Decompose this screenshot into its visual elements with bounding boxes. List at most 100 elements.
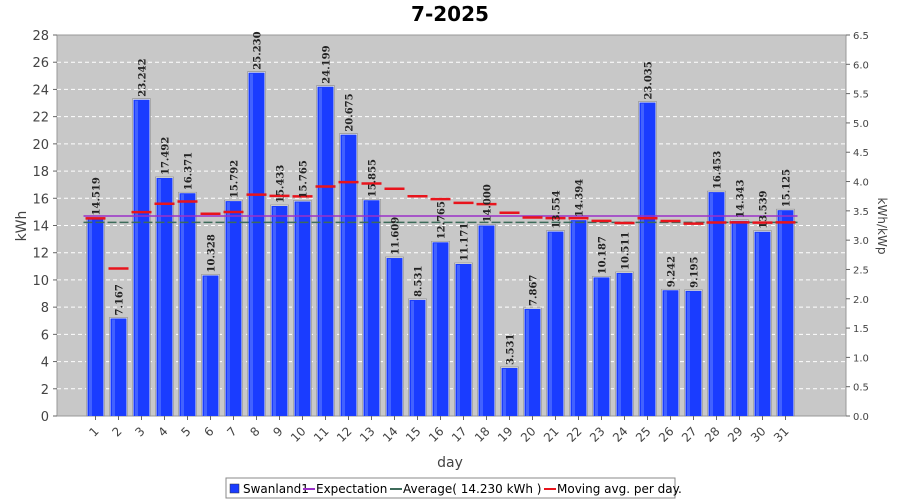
x-tick-label: 28 bbox=[702, 424, 723, 445]
grid-lines bbox=[57, 61, 846, 390]
y-tick-label: 8 bbox=[41, 301, 49, 316]
x-tick-label: 15 bbox=[403, 424, 424, 445]
bar-highlight bbox=[664, 291, 667, 416]
y2-tick-label: 6.5 bbox=[853, 31, 869, 42]
bar-highlight bbox=[641, 103, 644, 417]
legend-items: Swanland1 Expectation Average( 14.230 kWh … bbox=[229, 482, 682, 496]
data-label: 7.867 bbox=[529, 275, 540, 306]
data-label: 9.195 bbox=[690, 257, 701, 288]
x-tick-label: 20 bbox=[518, 424, 539, 445]
bar-highlight bbox=[319, 87, 322, 416]
y-tick-label: 16 bbox=[32, 192, 49, 207]
data-label: 11.609 bbox=[391, 217, 402, 255]
y2-axis-label: kWh/kWp bbox=[875, 198, 889, 255]
legend-label: Expectation bbox=[316, 482, 387, 496]
data-label: 8.531 bbox=[414, 266, 425, 297]
bar-highlight bbox=[158, 178, 161, 416]
y-tick-label: 20 bbox=[32, 138, 49, 153]
bar-highlight bbox=[756, 232, 759, 416]
legend-label: Average( 14.230 kWh ) bbox=[403, 482, 542, 496]
bar-highlight bbox=[365, 201, 368, 416]
x-tick-label: 29 bbox=[725, 424, 746, 445]
y-tick-label: 10 bbox=[32, 274, 49, 289]
y2-tick-label: 4.5 bbox=[853, 148, 869, 159]
data-label: 10.511 bbox=[621, 232, 632, 270]
y-tick-label: 12 bbox=[32, 247, 49, 262]
y-tick-label: 14 bbox=[32, 220, 49, 235]
chart-title: 7-2025 bbox=[411, 2, 489, 26]
x-tick-label: 24 bbox=[610, 424, 631, 445]
bar-highlight bbox=[572, 221, 575, 416]
x-tick-label: 22 bbox=[564, 424, 585, 445]
data-label: 16.371 bbox=[184, 152, 195, 190]
bar-highlight bbox=[595, 278, 598, 416]
y2-tick-label: 2.0 bbox=[853, 295, 869, 306]
bar-highlight bbox=[273, 207, 276, 416]
bar-highlight bbox=[204, 276, 207, 416]
x-tick-label: 21 bbox=[541, 424, 562, 445]
y2-tick-label: 3.0 bbox=[853, 236, 869, 247]
data-label: 14.000 bbox=[483, 184, 494, 222]
y2-tick-label: 3.5 bbox=[853, 207, 869, 218]
x-tick-label: 14 bbox=[380, 424, 401, 445]
x-axis-label: day bbox=[437, 455, 463, 471]
y2-tick-label: 2.5 bbox=[853, 265, 869, 276]
bar-highlight bbox=[89, 219, 92, 416]
data-label: 13.539 bbox=[759, 190, 770, 228]
y2-tick-label: 6.0 bbox=[853, 60, 869, 71]
x-tick-label: 2 bbox=[109, 424, 124, 439]
data-label: 13.554 bbox=[552, 190, 563, 228]
bar-highlight bbox=[112, 319, 115, 416]
bar-highlight bbox=[434, 243, 437, 416]
x-tick-label: 13 bbox=[357, 424, 378, 445]
y-tick-label: 2 bbox=[41, 383, 49, 398]
y2-tick-label: 4.0 bbox=[853, 178, 869, 189]
y2-tick-label: 1.5 bbox=[853, 324, 869, 335]
x-tick-label: 10 bbox=[288, 424, 309, 445]
bar-highlight bbox=[710, 193, 713, 416]
data-label: 10.328 bbox=[207, 234, 218, 272]
x-tick-label: 6 bbox=[201, 424, 216, 439]
data-label: 7.167 bbox=[115, 284, 126, 315]
data-label: 10.187 bbox=[598, 236, 609, 274]
x-tick-label: 31 bbox=[771, 424, 792, 445]
bar-highlight bbox=[503, 368, 506, 416]
data-label: 12.765 bbox=[437, 201, 448, 239]
data-label: 15.792 bbox=[230, 160, 241, 198]
x-tick-label: 11 bbox=[311, 424, 332, 445]
data-labels: 14.519 7.167 23.242 17.492 16.371 10.328 15.79… bbox=[92, 31, 793, 365]
y-tick-label: 6 bbox=[41, 328, 49, 343]
data-label: 15.765 bbox=[299, 160, 310, 198]
x-tick-label: 16 bbox=[426, 424, 447, 445]
data-label: 14.343 bbox=[736, 180, 747, 218]
bar-highlight bbox=[181, 194, 184, 416]
x-tick-label: 5 bbox=[178, 424, 193, 439]
legend-swatch bbox=[229, 483, 240, 494]
y2-tick-label: 1.0 bbox=[853, 353, 869, 364]
bar-highlight bbox=[250, 73, 253, 417]
data-label: 14.394 bbox=[575, 179, 586, 217]
y-tick-label: 24 bbox=[32, 83, 49, 98]
y2-tick-label: 0.0 bbox=[853, 412, 869, 423]
legend-label: Swanland1 bbox=[243, 482, 309, 496]
x-tick-label: 4 bbox=[155, 424, 170, 439]
x-tick-label: 18 bbox=[472, 424, 493, 445]
data-label: 15.125 bbox=[782, 169, 793, 207]
x-tick-label: 19 bbox=[495, 424, 516, 445]
y-tick-label: 4 bbox=[41, 356, 49, 371]
bar-highlight bbox=[457, 264, 460, 416]
bar-highlight bbox=[687, 291, 690, 416]
bar-highlight bbox=[411, 300, 414, 416]
y-tick-label: 28 bbox=[32, 29, 49, 44]
x-tick-label: 9 bbox=[270, 424, 285, 439]
bar-highlight bbox=[733, 221, 736, 416]
bar-highlight bbox=[135, 100, 138, 416]
bar-highlight bbox=[296, 202, 299, 416]
y2-tick-label: 5.5 bbox=[853, 90, 869, 101]
data-label: 11.171 bbox=[460, 223, 471, 261]
data-label: 23.035 bbox=[644, 61, 655, 99]
data-label: 17.492 bbox=[161, 137, 172, 175]
bars bbox=[86, 71, 795, 417]
